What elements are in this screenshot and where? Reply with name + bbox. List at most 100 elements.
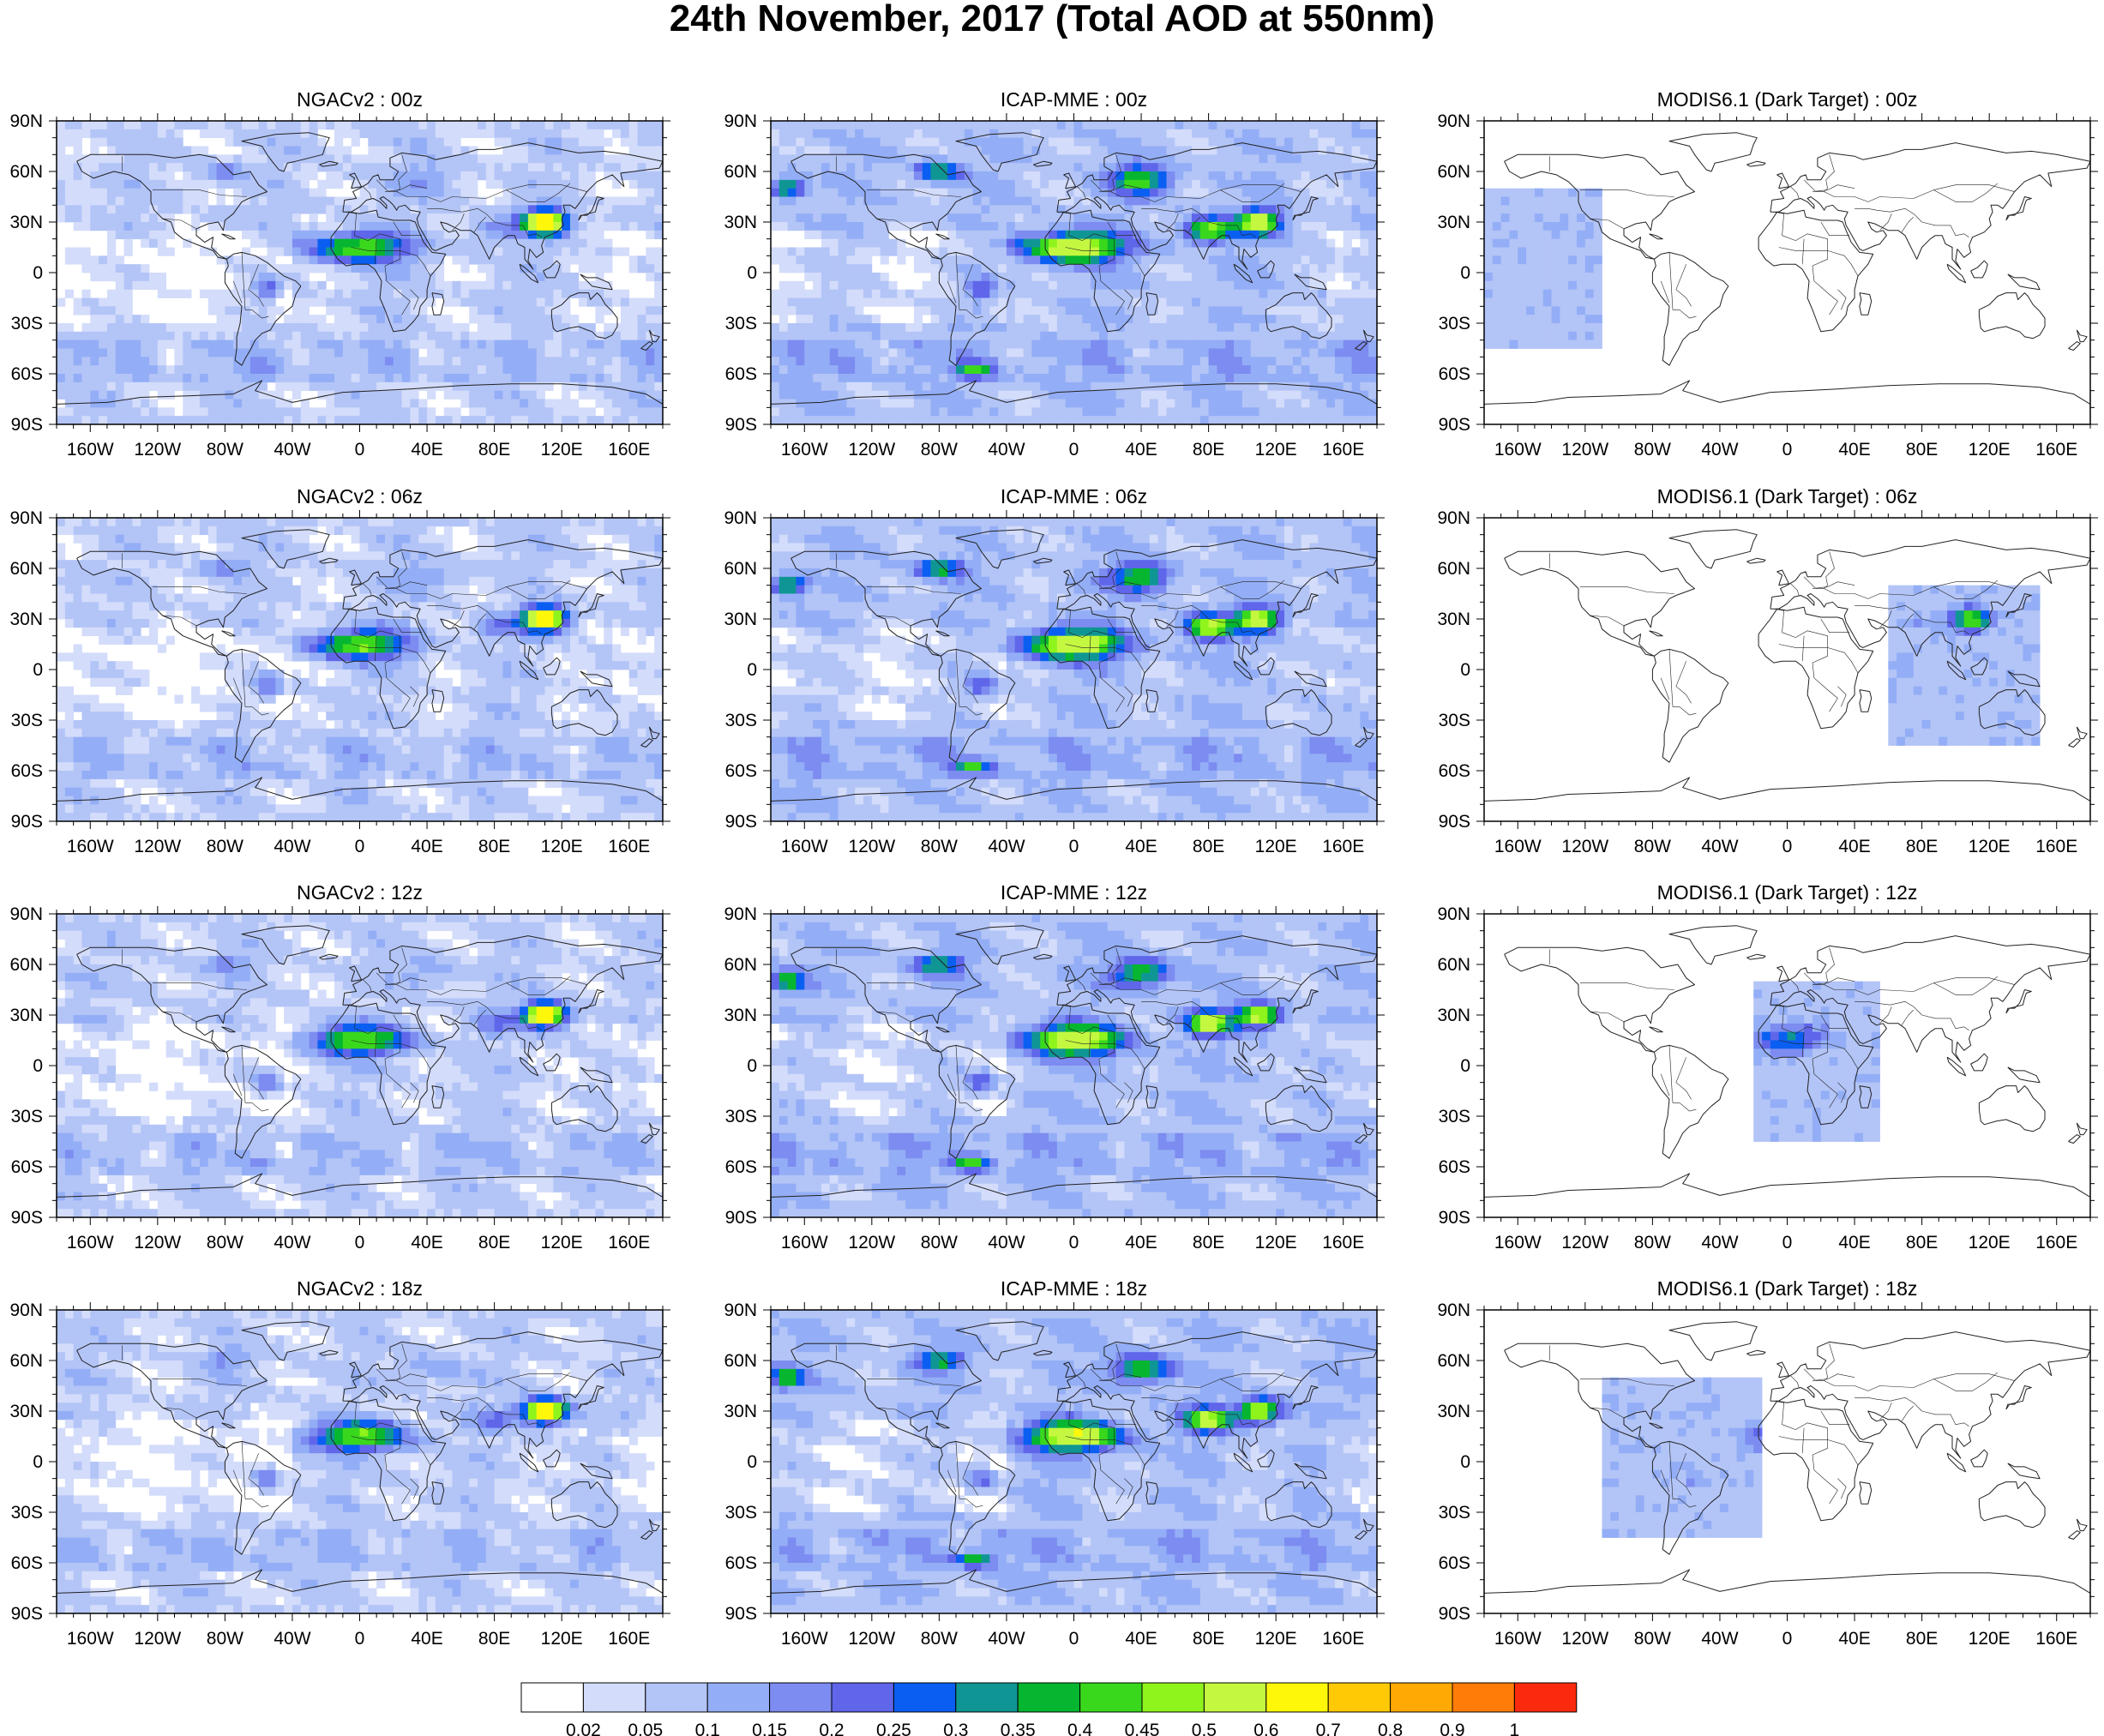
- lon-tick-label: 120E: [1969, 1233, 2011, 1252]
- lon-tick-label: 80E: [478, 440, 510, 460]
- lon-tick-label: 160W: [67, 1629, 114, 1649]
- lon-tick-label: 120E: [1255, 1629, 1297, 1649]
- lon-tick-label: 0: [1782, 1629, 1793, 1649]
- lat-tick-label: 30S: [725, 711, 757, 730]
- lon-tick-label: 80W: [1634, 1233, 1671, 1252]
- lat-tick-label: 0: [33, 660, 43, 680]
- lat-tick-label: 30N: [724, 1006, 757, 1025]
- colorbar-swatch: [1513, 1682, 1578, 1713]
- lat-tick-label: 90N: [1437, 904, 1470, 924]
- lat-tick-label: 60S: [11, 364, 43, 384]
- lon-tick-label: 160W: [67, 1233, 114, 1252]
- lon-tick-label: 120W: [134, 440, 181, 460]
- lon-tick-label: 40W: [1701, 837, 1738, 856]
- lon-tick-label: 120E: [1969, 1629, 2011, 1649]
- colorbar-label: 0.3: [943, 1721, 968, 1736]
- colorbar-swatch: [520, 1682, 584, 1713]
- aod-field: [771, 518, 1378, 822]
- lat-tick-label: 0: [1460, 1452, 1470, 1472]
- colorbar-label: 0.35: [1001, 1721, 1036, 1736]
- lon-tick-label: 80E: [1193, 1629, 1224, 1649]
- coastlines: [56, 132, 664, 405]
- aod-map: 160W 120W 80W 40W 0 40E 80E 120E 160E 90N 60N 30N 0 3…: [9, 904, 670, 1252]
- colorbar-swatch: [1265, 1682, 1329, 1713]
- lon-tick-label: 40E: [1125, 837, 1157, 856]
- lat-tick-label: 30S: [11, 711, 43, 730]
- lon-tick-label: 80W: [921, 837, 958, 856]
- lat-tick-label: 30N: [9, 1006, 43, 1025]
- colorbar-label: 0.25: [876, 1721, 911, 1736]
- lon-tick-label: 40E: [1125, 1233, 1157, 1252]
- panel-title: NGACv2 : 12z: [57, 881, 663, 904]
- lon-tick-label: 0: [1069, 1233, 1079, 1252]
- lon-tick-label: 160E: [608, 1233, 650, 1252]
- lat-tick-label: 90S: [11, 812, 43, 832]
- coastlines: [56, 1321, 664, 1594]
- lon-tick-label: 0: [355, 837, 365, 856]
- lon-tick-label: 160E: [608, 440, 650, 460]
- lat-tick-label: 0: [33, 1452, 43, 1472]
- lat-tick-label: 30S: [725, 1107, 757, 1126]
- lon-tick-label: 80W: [921, 1233, 958, 1252]
- lon-tick-label: 40W: [988, 1629, 1025, 1649]
- lat-tick-label: 60N: [724, 955, 757, 975]
- colorbar-label: 0.15: [752, 1721, 787, 1736]
- lon-tick-label: 120W: [134, 1629, 181, 1649]
- lon-tick-label: 80W: [207, 1233, 243, 1252]
- colorbar-label: 0.5: [1192, 1721, 1217, 1736]
- lat-tick-label: 60N: [9, 955, 43, 975]
- lon-tick-label: 80E: [1906, 440, 1938, 460]
- lat-tick-label: 90S: [1439, 415, 1470, 435]
- coastlines: [56, 529, 664, 802]
- coastlines: [770, 925, 1378, 1198]
- aod-map: 160W 120W 80W 40W 0 40E 80E 120E 160E 90N 60N 30N 0 3…: [9, 508, 670, 856]
- lon-tick-label: 120W: [1561, 1233, 1608, 1252]
- lat-tick-label: 90N: [724, 508, 757, 528]
- colorbar-swatch: [582, 1682, 646, 1713]
- lat-tick-label: 90N: [9, 904, 43, 924]
- lon-tick-label: 160E: [1322, 837, 1364, 856]
- lat-tick-label: 90S: [11, 1208, 43, 1228]
- lon-tick-label: 80E: [1193, 837, 1224, 856]
- panel-title: ICAP-MME : 18z: [771, 1277, 1377, 1300]
- lat-tick-label: 0: [747, 1452, 757, 1472]
- colorbar-label: 0.2: [819, 1721, 844, 1736]
- lat-tick-label: 60S: [1439, 761, 1470, 781]
- colorbar-swatch: [1141, 1682, 1205, 1713]
- lon-tick-label: 40W: [988, 837, 1025, 856]
- lon-tick-label: 160E: [2035, 440, 2077, 460]
- coastlines: [770, 529, 1378, 802]
- lat-tick-label: 60S: [725, 364, 757, 384]
- map-panel: MODIS6.1 (Dark Target) : 06z 160W 120W 80W 4…: [1428, 478, 2104, 876]
- lon-tick-label: 0: [1069, 440, 1079, 460]
- lon-tick-label: 120W: [134, 837, 181, 856]
- lat-tick-label: 60N: [724, 162, 757, 182]
- map-panel: ICAP-MME : 18z 160W 120W 80W 40W 0 40E 80E 120E 1…: [714, 1270, 1440, 1668]
- lat-tick-label: 60N: [9, 1351, 43, 1371]
- lon-tick-label: 0: [1069, 1629, 1079, 1649]
- colorbar-swatch: [1452, 1682, 1515, 1713]
- lon-tick-label: 160W: [781, 440, 828, 460]
- lat-tick-label: 30S: [725, 314, 757, 333]
- lon-tick-label: 120W: [1561, 440, 1608, 460]
- lon-tick-label: 40W: [274, 440, 310, 460]
- lon-tick-label: 40E: [411, 440, 442, 460]
- lat-tick-label: 30S: [11, 1503, 43, 1523]
- lon-tick-label: 80W: [1634, 1629, 1671, 1649]
- aod-map: 160W 120W 80W 40W 0 40E 80E 120E 160E 90N 60N 30N 0 3…: [9, 1300, 670, 1649]
- colorbar-label: 0.7: [1316, 1721, 1341, 1736]
- lon-tick-label: 0: [355, 1629, 365, 1649]
- lon-tick-label: 40E: [1838, 440, 1870, 460]
- aod-map: 160W 120W 80W 40W 0 40E 80E 120E 160E 90N 60N 30N 0 3…: [1437, 111, 2098, 460]
- colorbar-label: 0.45: [1125, 1721, 1160, 1736]
- lat-tick-label: 90N: [724, 1300, 757, 1320]
- colorbar-swatch: [645, 1682, 708, 1713]
- lat-tick-label: 60N: [1437, 1351, 1470, 1371]
- lon-tick-label: 160W: [67, 440, 114, 460]
- lon-tick-label: 80W: [1634, 837, 1671, 856]
- lon-tick-label: 160E: [2035, 1233, 2077, 1252]
- map-panel: MODIS6.1 (Dark Target) : 12z 160W 120W 80W 4…: [1428, 874, 2104, 1272]
- colorbar-swatch: [831, 1682, 894, 1713]
- map-panel: NGACv2 : 12z 160W 120W 80W 40W 0 40E 80E 120E 160…: [0, 874, 726, 1272]
- lon-tick-label: 80E: [1906, 837, 1938, 856]
